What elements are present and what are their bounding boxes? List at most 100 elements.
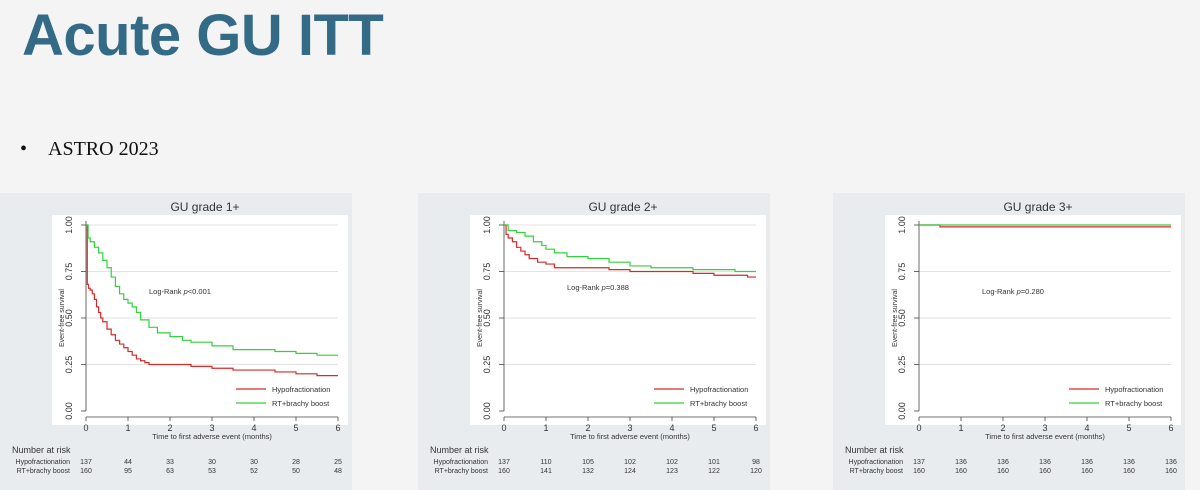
x-tick-label: 5: [711, 423, 716, 433]
y-tick-label: 0.75: [482, 263, 492, 281]
risk-count: 160: [1039, 468, 1051, 475]
km-panel-grade1: GU grade 1+ 0.00 0.25 0.50 0.75 1.00 Event-fre…: [0, 193, 352, 490]
risk-count: 123: [666, 468, 678, 475]
risk-count: 110: [540, 459, 551, 466]
chart-title: GU grade 3+: [1003, 200, 1072, 214]
legend-label: Hypofractionation: [272, 385, 330, 394]
y-tick-label: 0.25: [897, 356, 907, 374]
risk-row-label: Hypofractionation: [849, 459, 904, 466]
log-rank-p-symbol: p: [1016, 287, 1021, 296]
risk-count: 136: [997, 459, 1009, 466]
x-tick-label: 0: [501, 423, 506, 433]
bullet-text: ASTRO 2023: [48, 138, 159, 160]
risk-count: 102: [624, 459, 636, 466]
risk-row-label: Hypofractionation: [434, 459, 489, 466]
chart-title: GU grade 1+: [170, 200, 239, 214]
x-axis-label: Time to first adverse event (months): [570, 432, 690, 441]
risk-count: 28: [292, 459, 300, 466]
y-tick-label: 0.00: [482, 402, 492, 420]
x-axis-label: Time to first adverse event (months): [985, 432, 1105, 441]
risk-count: 141: [540, 468, 552, 475]
risk-table-header: Number at risk: [845, 445, 904, 455]
risk-count: 30: [208, 459, 216, 466]
km-chart-grade1: GU grade 1+ 0.00 0.25 0.50 0.75 1.00 Event-fre…: [12, 200, 348, 475]
risk-count: 98: [752, 459, 760, 466]
y-axis-label: Event-free survival: [477, 289, 484, 347]
y-axis-label: Event-free survival: [892, 289, 899, 347]
km-panel-grade2: GU grade 2+ 0.00 0.25 0.50 0.75 1.00 Event-fre…: [418, 193, 770, 490]
risk-count: 160: [498, 468, 510, 475]
risk-count: 122: [708, 468, 720, 475]
y-axis-label: Event-free survival: [59, 289, 66, 347]
risk-count: 160: [913, 468, 925, 475]
risk-row-label: Hypofractionation: [16, 459, 71, 466]
log-rank-value: =0.388: [606, 283, 629, 292]
risk-row-label: RT+brachy boost: [435, 468, 488, 475]
log-rank-prefix: Log-Rank: [149, 287, 184, 296]
log-rank-p-symbol: p: [601, 283, 606, 292]
risk-count: 101: [708, 459, 720, 466]
km-panel-grade3: GU grade 3+ 0.00 0.25 0.50 0.75 1.00 Event-fre…: [833, 193, 1185, 490]
series-line-hypofractionation: [504, 224, 756, 278]
x-tick-label: 6: [335, 423, 340, 433]
plot-background: [885, 215, 1181, 425]
x-tick-label: 4: [669, 423, 674, 433]
series-line-hypofractionation: [86, 224, 338, 377]
x-tick-label: 1: [543, 423, 548, 433]
risk-count: 160: [1123, 468, 1135, 475]
risk-count: 52: [250, 468, 258, 475]
y-tick-label: 0.00: [64, 402, 74, 420]
series-line-rt-brachy-boost: [504, 224, 756, 273]
y-tick-label: 0.25: [64, 356, 74, 374]
bullet-item: • ASTRO 2023: [20, 138, 159, 161]
km-chart-grade3: GU grade 3+ 0.00 0.25 0.50 0.75 1.00 Event-fre…: [845, 200, 1181, 475]
risk-count: 136: [1165, 459, 1177, 466]
risk-count: 95: [124, 468, 132, 475]
log-rank-annotation: Log-Rank p<0.001: [149, 287, 211, 296]
x-tick-label: 0: [916, 423, 921, 433]
x-axis-label: Time to first adverse event (months): [152, 432, 272, 441]
legend-label: RT+brachy boost: [690, 399, 748, 408]
x-tick-label: 3: [209, 423, 214, 433]
risk-count: 25: [334, 459, 342, 466]
risk-count: 30: [250, 459, 258, 466]
plot-background: [52, 215, 348, 425]
risk-count: 137: [498, 459, 510, 466]
risk-count: 50: [292, 468, 300, 475]
y-tick-label: 0.50: [897, 309, 907, 327]
risk-count: 160: [1081, 468, 1093, 475]
y-tick-label: 0.50: [482, 309, 492, 327]
risk-table-header: Number at risk: [430, 445, 489, 455]
y-tick-label: 1.00: [482, 216, 492, 234]
log-rank-value: =0.280: [1021, 287, 1044, 296]
risk-count: 160: [80, 468, 92, 475]
risk-count: 33: [166, 459, 174, 466]
risk-count: 160: [1165, 468, 1177, 475]
bullet-dot: •: [20, 138, 28, 160]
x-tick-label: 6: [753, 423, 758, 433]
log-rank-annotation: Log-Rank p=0.388: [567, 283, 629, 292]
y-tick-label: 0.25: [482, 356, 492, 374]
risk-count: 124: [624, 468, 636, 475]
log-rank-prefix: Log-Rank: [567, 283, 602, 292]
x-tick-label: 3: [1042, 423, 1047, 433]
risk-count: 53: [208, 468, 216, 475]
y-tick-label: 0.50: [64, 309, 74, 327]
x-tick-label: 1: [125, 423, 130, 433]
x-tick-label: 5: [293, 423, 298, 433]
log-rank-annotation: Log-Rank p=0.280: [982, 287, 1044, 296]
log-rank-value: <0.001: [188, 287, 211, 296]
x-tick-label: 0: [83, 423, 88, 433]
y-tick-label: 1.00: [64, 216, 74, 234]
risk-count: 137: [913, 459, 925, 466]
y-tick-label: 0.00: [897, 402, 907, 420]
risk-table-header: Number at risk: [12, 445, 71, 455]
x-tick-label: 1: [958, 423, 963, 433]
legend-label: Hypofractionation: [1105, 385, 1163, 394]
risk-count: 120: [750, 468, 762, 475]
y-tick-label: 0.75: [64, 263, 74, 281]
x-tick-label: 5: [1126, 423, 1131, 433]
risk-count: 160: [997, 468, 1009, 475]
x-tick-label: 2: [1000, 423, 1005, 433]
risk-count: 136: [1081, 459, 1093, 466]
